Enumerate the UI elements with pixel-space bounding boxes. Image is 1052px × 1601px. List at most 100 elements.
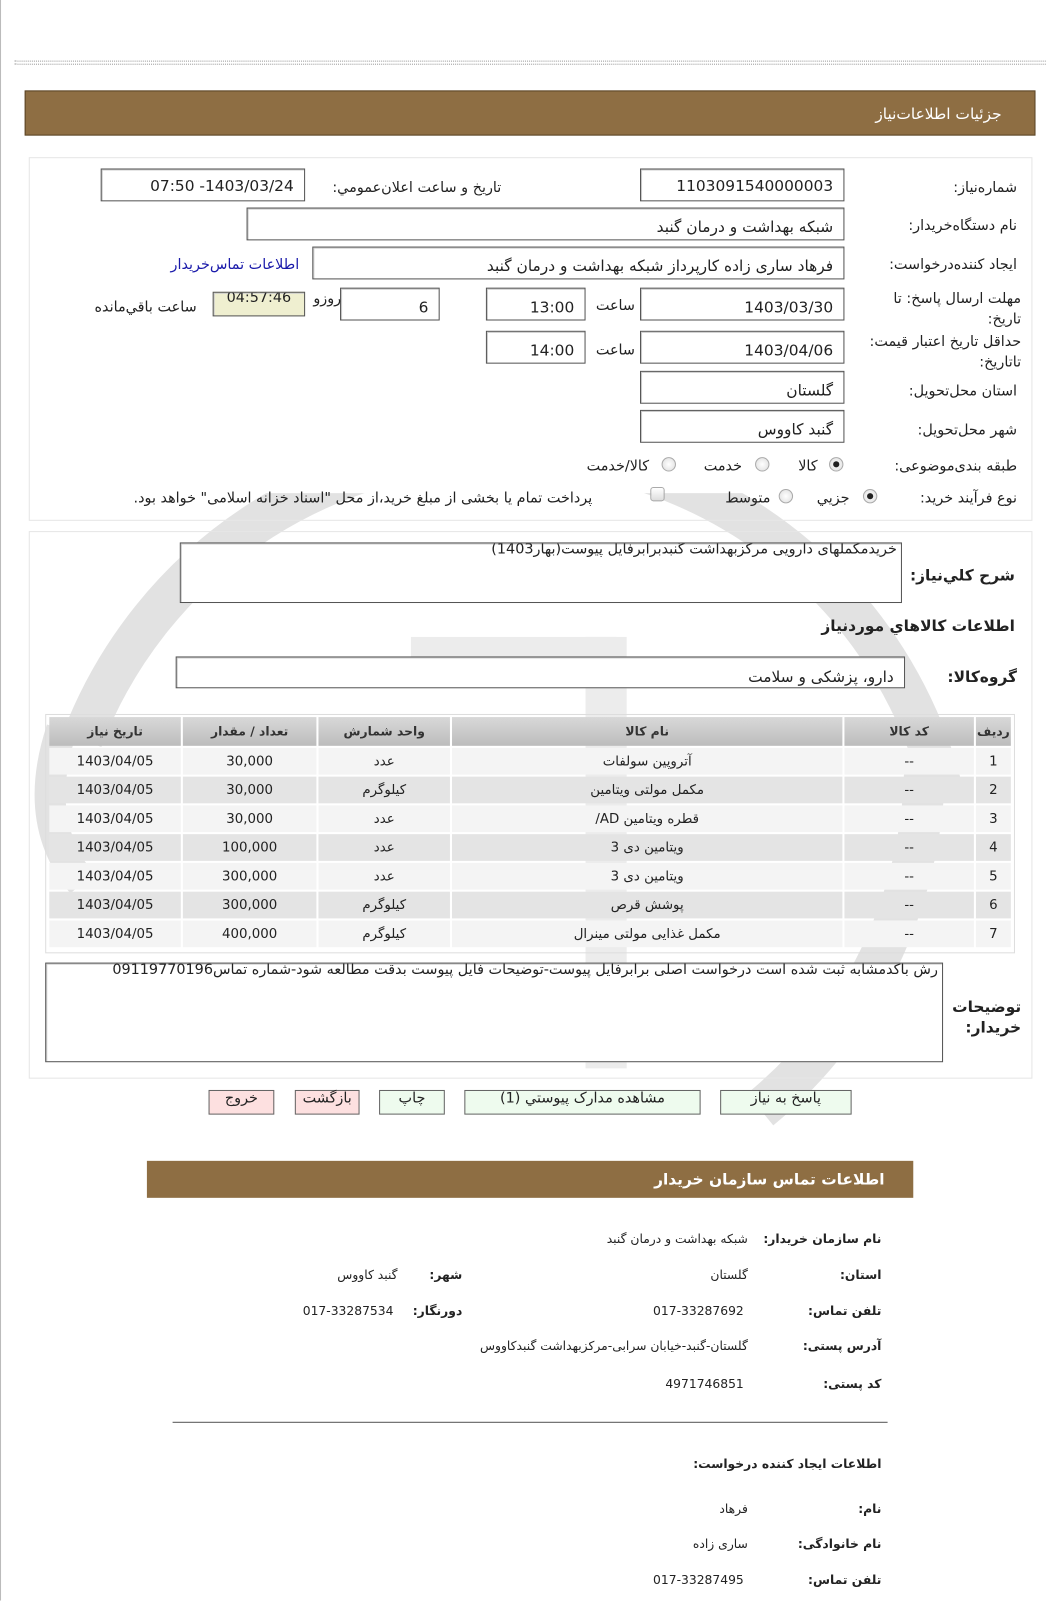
contact-fax-label: دورنگار:: [413, 1304, 463, 1318]
column-header: تعداد / مقدار: [182, 717, 317, 746]
table-cell: --: [844, 805, 974, 833]
table-cell: 30,000: [182, 747, 317, 775]
table-cell: --: [844, 776, 974, 804]
process-option-medium: متوسط: [725, 490, 771, 507]
city-label: شهر محل‌تحویل:: [917, 422, 1018, 439]
print-button[interactable]: چاپ: [379, 1089, 445, 1115]
table-cell: کیلوگرم: [318, 776, 450, 804]
creator-phone-label: تلفن تماس:: [808, 1573, 881, 1587]
label-text: دورنگار:: [412, 1303, 463, 1319]
table-cell: 4: [975, 834, 1011, 861]
table-cell: 400,000: [182, 920, 317, 948]
contact-fax: 017-33287534: [302, 1303, 394, 1319]
category-radio-service[interactable]: [755, 457, 770, 472]
validity-date-field: 1403/04/06: [640, 330, 845, 364]
contact-address: گلستان-گنبد-خیابان سرابی-مرکزبهداشت گنبد…: [479, 1338, 748, 1353]
summary-field: خریدمکملهای دارویی مرکزبهداشت گنبدبرابرف…: [179, 542, 902, 604]
table-header-row: ردیف کد کالا نام کالا واحد شمارش تعداد / مقد…: [49, 717, 1011, 746]
view-attachments-button[interactable]: مشاهده مدارک پیوستي (1): [464, 1089, 701, 1115]
table-cell: --: [844, 891, 974, 919]
category-option-service: خدمت: [703, 458, 742, 475]
reply-button[interactable]: پاسخ به نیاز: [720, 1089, 852, 1115]
contact-province-label: استان:: [840, 1268, 881, 1282]
contact-org: شبکه بهداشت و درمان گنبد: [606, 1231, 748, 1247]
group-field: دارو، پزشکی و سلامت: [175, 656, 906, 689]
table-cell: پوشش قرص: [452, 891, 843, 919]
exit-button[interactable]: خروج: [208, 1089, 275, 1115]
need-number-field: 1103091540000003: [640, 168, 845, 202]
table-cell: 1: [975, 747, 1011, 775]
column-header: تاریخ نیاز: [49, 717, 181, 746]
buyer-notes-label: توضیحات خریدار:: [952, 997, 1022, 1037]
column-header: ردیف: [975, 717, 1011, 746]
process-radio-minor[interactable]: [862, 488, 878, 504]
creator-first-name-label: نام:: [858, 1502, 881, 1516]
top-divider: [14, 60, 1046, 65]
table-cell: کیلوگرم: [318, 891, 450, 919]
back-button[interactable]: بازگشت: [294, 1089, 360, 1115]
announce-label: تاریخ و ساعت اعلان‌عمومي:: [332, 179, 502, 197]
table-cell: 30,000: [182, 805, 317, 833]
validity-time-field: 14:00: [485, 330, 586, 364]
creator-last-name: ساری زاده: [692, 1536, 748, 1552]
creator-info-title: اطلاعات ایجاد کننده درخواست:: [693, 1457, 881, 1471]
goods-table: ردیف کد کالا نام کالا واحد شمارش تعداد / مقد…: [47, 715, 1013, 949]
buyer-contact-link[interactable]: اطلاعات تماس‌خریدار: [170, 256, 300, 274]
table-cell: --: [844, 834, 974, 861]
creator-first-name: فرهاد: [719, 1501, 748, 1517]
table-cell: عدد: [318, 747, 450, 775]
contact-header: اطلاعات تماس سازمان خریدار: [146, 1160, 914, 1198]
group-label: گروه‌کالا:: [947, 667, 1018, 687]
table-cell: 300,000: [182, 862, 317, 890]
page-header: جزئیات اطلاعات‌نیاز: [24, 90, 1036, 136]
category-radio-both[interactable]: [661, 457, 676, 472]
table-row: 4 -- ویتامین دی 3 عدد 100,000 1403/04/05: [49, 834, 1011, 861]
contact-divider: [172, 1421, 888, 1423]
deadline-time-label: ساعت: [595, 297, 635, 315]
table-cell: 1403/04/05: [49, 920, 181, 948]
remaining-label: ساعت باقي‌مانده: [94, 298, 197, 316]
need-number-label: شماره‌نیاز:: [953, 179, 1018, 197]
contact-phone-label: تلفن تماس:: [808, 1304, 881, 1318]
days-field: 6: [340, 287, 440, 321]
label-text: نام خانوادگی:: [797, 1536, 882, 1552]
treasury-checkbox[interactable]: [650, 486, 665, 502]
label-text: آدرس پستی:: [802, 1338, 882, 1353]
countdown-field: 04:57:46: [212, 291, 306, 317]
table-row: 6 -- پوشش قرص کیلوگرم 300,000 1403/04/05: [49, 891, 1011, 919]
left-border: [0, 0, 2, 1601]
table-cell: قطره ویتامین AD/: [452, 805, 843, 833]
table-cell: مکمل مولتی ویتامین: [452, 776, 843, 804]
contact-address-label: آدرس پستی:: [803, 1339, 882, 1353]
details-panel: [28, 531, 1033, 1079]
table-cell: --: [844, 862, 974, 890]
table-cell: 1403/04/05: [49, 891, 181, 919]
table-cell: 7: [975, 920, 1011, 948]
contact-title: اطلاعات تماس سازمان خریدار: [654, 1170, 885, 1189]
watermark-arc: [63, 493, 966, 806]
label-text: تلفن تماس:: [808, 1572, 882, 1588]
table-cell: 1403/04/05: [49, 776, 181, 804]
table-cell: 1403/04/05: [49, 805, 181, 833]
buyer-org-field: شبکه بهداشت و درمان گنبد: [246, 207, 845, 241]
contact-phone: 017-33287692: [653, 1303, 744, 1319]
label-text: نام:: [858, 1501, 882, 1517]
buyer-notes-field: رش باکدمشابه ثبت شده است درخواست اصلی بر…: [45, 962, 944, 1063]
contact-city: گنبد کاووس: [337, 1267, 398, 1283]
category-radio-goods[interactable]: [829, 457, 844, 472]
deadline-time-field: 13:00: [485, 287, 586, 321]
creator-label: ایجاد کننده‌درخواست:: [889, 256, 1018, 274]
table-cell: 3: [975, 805, 1011, 833]
table-cell: 100,000: [182, 834, 317, 861]
label-text: تلفن تماس:: [808, 1303, 882, 1319]
table-cell: 1403/04/05: [49, 834, 181, 861]
announce-field: 1403/03/24- 07:50: [100, 168, 306, 202]
process-label: نوع فرآیند خرید:: [919, 490, 1018, 507]
contact-city-label: شهر:: [429, 1268, 462, 1282]
process-radio-medium[interactable]: [778, 488, 794, 504]
label-text: کد پستی:: [823, 1376, 882, 1391]
label-text: نام سازمان خریدار:: [763, 1231, 882, 1247]
column-header: واحد شمارش: [318, 717, 450, 746]
process-option-minor: جزیي: [816, 490, 850, 507]
contact-postal: 4971746851: [665, 1376, 744, 1391]
